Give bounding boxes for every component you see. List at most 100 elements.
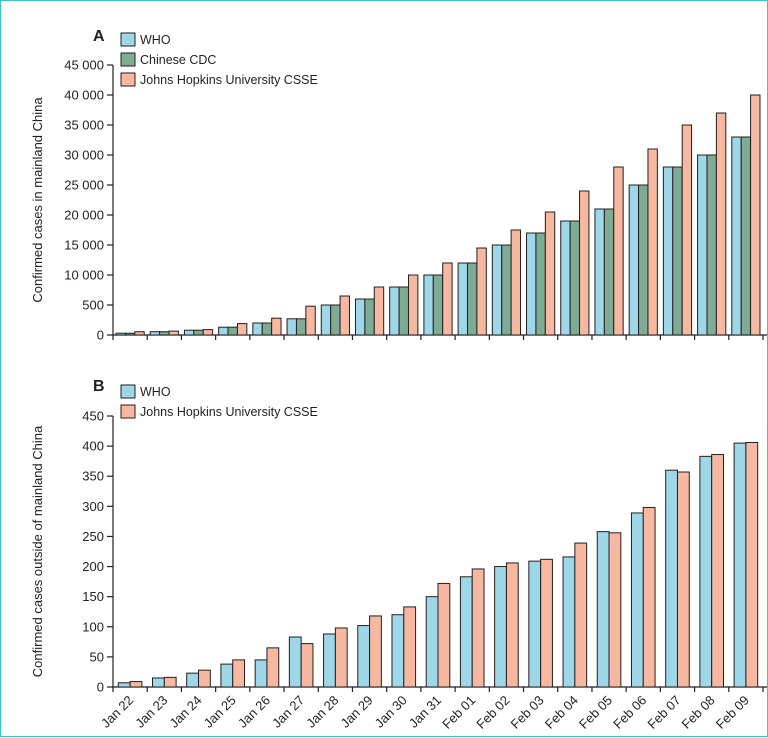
- bar-who-jan-29: [357, 625, 371, 688]
- bar-johns-hopkins-university-csse-feb-02: [510, 229, 522, 336]
- x-tick-label: Jan 31: [406, 693, 444, 731]
- bar-chinese-cdc-feb-01: [467, 262, 478, 336]
- bar-chinese-cdc-jan-24: [193, 329, 204, 336]
- y-tick-label: 0: [97, 328, 104, 343]
- bar-johns-hopkins-university-csse-jan-28: [334, 627, 348, 688]
- x-tick-label: Feb 04: [542, 693, 581, 732]
- bar-chinese-cdc-jan-28: [330, 304, 341, 336]
- bar-johns-hopkins-university-csse-feb-07: [681, 124, 693, 336]
- bar-johns-hopkins-university-csse-feb-01: [476, 247, 487, 336]
- bar-johns-hopkins-university-csse-feb-04: [574, 542, 588, 688]
- x-tick-label: Jan 22: [98, 693, 136, 731]
- bar-johns-hopkins-university-csse-jan-31: [437, 582, 451, 688]
- y-tick-label: 45 000: [64, 58, 104, 73]
- legend-swatch-who: [120, 32, 136, 47]
- bar-who-feb-08: [697, 154, 708, 336]
- bar-johns-hopkins-university-csse-feb-04: [579, 190, 590, 336]
- chart-panel-b: B 0 50 100 150 200 250 300 350 400 450 Confirmed ca…: [30, 378, 767, 732]
- bar-who-jan-24: [186, 672, 200, 688]
- bar-chinese-cdc-jan-30: [398, 286, 409, 336]
- bar-who-jan-25: [218, 326, 229, 336]
- x-tick-label: Feb 05: [576, 693, 615, 732]
- legend-label-johns-hopkins-university-csse: Johns Hopkins University CSSE: [140, 405, 318, 419]
- bar-who-feb-07: [662, 166, 674, 336]
- bar-who-jan-26: [252, 322, 263, 336]
- bar-who-jan-30: [391, 614, 405, 688]
- legend-label-who: WHO: [140, 33, 171, 47]
- x-tick-label: Feb 09: [713, 693, 752, 732]
- bar-johns-hopkins-university-csse-jan-22: [134, 331, 145, 336]
- bar-who-feb-02: [494, 566, 507, 688]
- x-tick-label: Feb 07: [644, 693, 683, 732]
- bar-chinese-cdc-feb-07: [672, 166, 683, 336]
- bar-johns-hopkins-university-csse-feb-06: [642, 507, 656, 688]
- panel-label: A: [93, 28, 105, 45]
- y-tick-label: 25 000: [64, 178, 104, 193]
- bar-who-feb-02: [491, 244, 503, 336]
- bar-who-feb-09: [733, 442, 747, 688]
- bar-johns-hopkins-university-csse-jan-26: [266, 647, 280, 688]
- bar-johns-hopkins-university-csse-feb-05: [608, 532, 622, 688]
- bar-chinese-cdc-jan-27: [295, 318, 307, 336]
- bar-who-jan-22: [115, 332, 126, 336]
- bar-johns-hopkins-university-csse-jan-28: [339, 295, 350, 336]
- bar-who-jan-22: [117, 682, 131, 688]
- x-tick-label: Feb 08: [679, 693, 718, 732]
- bar-who-jan-31: [423, 274, 434, 336]
- y-tick-label: 0: [97, 680, 104, 695]
- x-tick-label: Feb 03: [508, 693, 547, 732]
- bar-johns-hopkins-university-csse-feb-05: [613, 166, 624, 336]
- bar-chinese-cdc-feb-05: [603, 208, 615, 336]
- x-tick-label: Jan 26: [235, 693, 273, 731]
- bar-who-jan-28: [320, 304, 332, 336]
- y-tick-label: 30 000: [64, 148, 104, 163]
- bar-chinese-cdc-feb-04: [569, 220, 581, 336]
- legend-swatch-johns-hopkins-university-csse: [120, 404, 136, 419]
- x-tick-label: Jan 30: [372, 693, 410, 731]
- bar-who-jan-24: [183, 329, 195, 336]
- bar-johns-hopkins-university-csse-feb-03: [540, 558, 553, 688]
- bar-who-feb-05: [596, 531, 610, 688]
- y-axis-title: Confirmed cases in mainland China: [30, 97, 45, 303]
- legend: WHO Johns Hopkins University CSSE: [120, 384, 318, 419]
- bar-chinese-cdc-feb-06: [638, 184, 649, 336]
- bar-who-jan-27: [288, 636, 302, 688]
- bar-chinese-cdc-feb-02: [501, 244, 512, 336]
- x-tick-label: Jan 24: [166, 693, 204, 731]
- bar-johns-hopkins-university-csse-jan-24: [202, 329, 214, 336]
- bar-johns-hopkins-university-csse-jan-25: [232, 659, 246, 688]
- bar-johns-hopkins-university-csse-jan-23: [168, 330, 179, 336]
- bar-johns-hopkins-university-csse-jan-30: [407, 274, 419, 336]
- bar-johns-hopkins-university-csse-jan-23: [163, 676, 177, 688]
- bar-johns-hopkins-university-csse-feb-09: [745, 441, 759, 688]
- y-tick-label: 150: [82, 589, 104, 604]
- bar-chinese-cdc-jan-31: [432, 274, 444, 336]
- bar-who-feb-09: [731, 136, 742, 336]
- bar-chinese-cdc-jan-25: [227, 326, 238, 336]
- legend-swatch-who: [120, 384, 136, 399]
- bar-johns-hopkins-university-csse-feb-08: [711, 454, 724, 688]
- bar-chinese-cdc-feb-03: [535, 232, 546, 336]
- y-tick-label: 35 000: [64, 118, 104, 133]
- bar-who-feb-08: [699, 455, 713, 688]
- bar-chinese-cdc-feb-09: [740, 136, 752, 336]
- bar-chinese-cdc-jan-23: [159, 331, 170, 336]
- x-tick-label: Jan 29: [337, 693, 375, 731]
- legend: WHO Chinese CDC Johns Hopkins University C…: [120, 32, 318, 87]
- bar-johns-hopkins-university-csse-jan-31: [442, 262, 453, 336]
- y-tick-label: 400: [82, 439, 104, 454]
- bar-johns-hopkins-university-csse-feb-09: [750, 94, 761, 336]
- y-tick-label: 40 000: [64, 88, 104, 103]
- bar-johns-hopkins-university-csse-feb-06: [647, 148, 658, 336]
- bar-johns-hopkins-university-csse-feb-07: [676, 471, 690, 688]
- bar-who-jan-29: [354, 298, 366, 336]
- bar-who-feb-03: [526, 232, 537, 336]
- y-tick-label: 10 000: [64, 268, 104, 283]
- bar-who-jan-25: [220, 663, 234, 688]
- x-tick-label: Jan 25: [201, 693, 239, 731]
- bar-chinese-cdc-jan-22: [124, 332, 136, 336]
- x-tick-label: Feb 01: [439, 693, 478, 732]
- bar-who-feb-04: [560, 220, 571, 336]
